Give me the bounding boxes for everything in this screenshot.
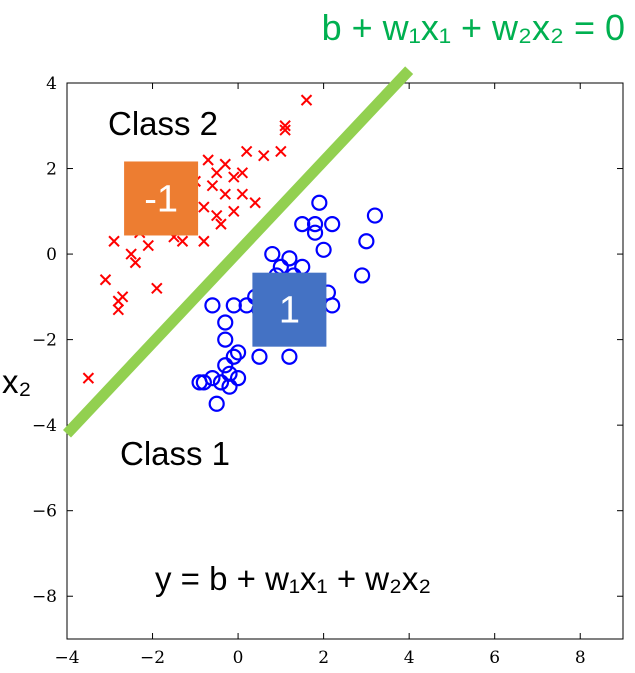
- class2-point: [228, 171, 240, 183]
- x-tick-label: −4: [54, 648, 79, 668]
- class1-point: [358, 233, 375, 250]
- class2-point: [99, 274, 112, 286]
- class1-label: Class 1: [120, 435, 230, 472]
- class1-point: [294, 216, 311, 233]
- class1-point: [264, 245, 281, 263]
- class2-point: [215, 218, 227, 230]
- class1-point: [354, 267, 371, 284]
- class1-point: [281, 250, 298, 267]
- class1-point: [229, 370, 247, 387]
- negative-class-box-label: -1: [144, 178, 178, 220]
- class2-point: [176, 235, 189, 247]
- class2-label: Class 2: [108, 105, 218, 142]
- x-tick-label: 0: [233, 648, 244, 668]
- class1-point: [281, 348, 298, 365]
- class2-point: [240, 145, 253, 158]
- y-tick-label: −8: [32, 587, 57, 607]
- class2-point: [236, 188, 249, 200]
- class2-point: [219, 158, 231, 170]
- class1-point: [204, 297, 221, 314]
- decision-line-equation: b + w₁x₁ + w₂x₂ = 0: [322, 7, 625, 48]
- class1-point: [251, 348, 268, 365]
- class1-point: [306, 216, 324, 233]
- axis-ticks: −4 −2 0 2 4 6 8 −8 −6 −4 −2 0 2 4: [32, 74, 623, 668]
- class1-point: [217, 357, 234, 374]
- x-tick-label: 8: [575, 648, 586, 668]
- model-equation: y = b + w₁x₁ + w₂x₂: [155, 560, 431, 597]
- x-tick-label: −2: [140, 648, 165, 668]
- class1-point: [217, 331, 234, 348]
- class2-point: [228, 205, 240, 218]
- class2-point: [125, 248, 137, 260]
- class2-point: [202, 154, 214, 166]
- y-tick-label: 2: [46, 160, 57, 180]
- class1-point: [208, 395, 225, 412]
- class1-point: [225, 348, 242, 365]
- class2-point: [82, 372, 95, 384]
- y-tick-label: 0: [46, 245, 57, 265]
- class2-point: [108, 235, 120, 247]
- class1-point: [315, 241, 332, 258]
- y-tick-label: 4: [46, 74, 57, 94]
- decision-boundary-line: [62, 66, 414, 438]
- positive-class-box: [252, 272, 327, 347]
- class2-point: [112, 303, 125, 316]
- y-tick-label: −4: [32, 416, 57, 436]
- y-tick-label: −2: [32, 331, 57, 351]
- class2-point: [210, 209, 223, 222]
- class2-point: [300, 94, 313, 106]
- class1-point: [306, 224, 324, 241]
- class2-point: [210, 167, 223, 179]
- class2-point: [258, 150, 270, 162]
- y-tick-label: −6: [32, 502, 57, 522]
- class1-point: [221, 365, 238, 382]
- y-axis-label: x₂: [2, 363, 31, 400]
- class1-point: [221, 378, 238, 395]
- class1-point: [324, 216, 341, 233]
- class2-point: [279, 124, 291, 136]
- class2-point: [275, 145, 287, 158]
- class2-point: [151, 282, 163, 294]
- class2-point: [129, 256, 142, 269]
- class2-point: [249, 197, 261, 209]
- class2-point: [142, 239, 154, 252]
- class1-point: [217, 314, 234, 331]
- class1-point: [225, 297, 242, 314]
- x-tick-label: 6: [489, 648, 500, 668]
- positive-class-box-label: 1: [279, 290, 300, 332]
- class1-point: [366, 207, 384, 224]
- class2-point: [236, 167, 249, 179]
- negative-class-box: [124, 161, 199, 236]
- class1-point: [229, 344, 247, 361]
- class1-point: [212, 374, 230, 391]
- x-tick-label: 2: [318, 648, 329, 668]
- class2-point: [198, 201, 210, 213]
- class2-point: [112, 295, 125, 307]
- class2-point: [279, 120, 291, 132]
- class2-point: [206, 179, 219, 192]
- class2-point: [198, 235, 210, 247]
- class2-point: [219, 188, 231, 200]
- class1-point: [195, 374, 212, 391]
- class1-point: [311, 194, 328, 211]
- class1-point: [191, 374, 208, 391]
- x-tick-label: 4: [404, 648, 415, 668]
